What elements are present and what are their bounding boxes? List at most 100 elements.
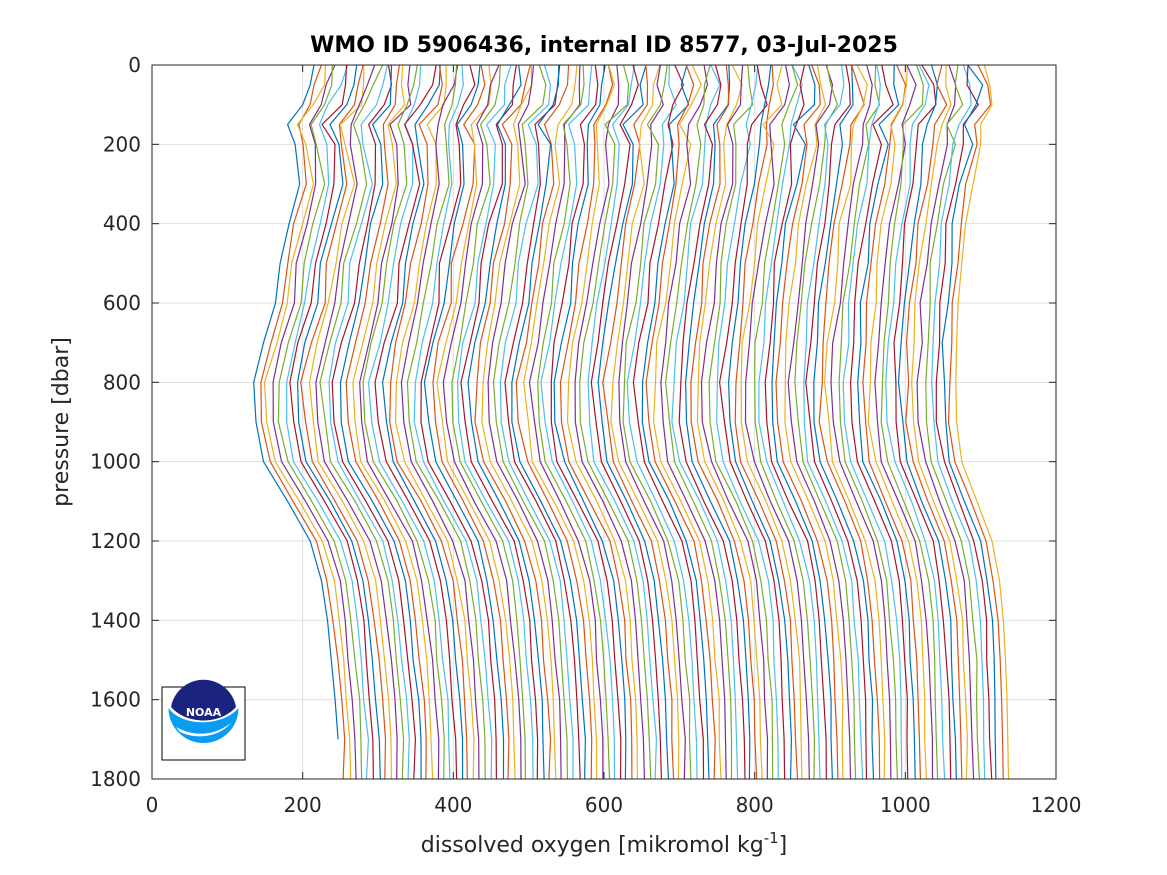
profile-line	[528, 64, 604, 780]
profile-line	[805, 64, 868, 780]
profile-line	[905, 64, 963, 780]
profile-line	[690, 64, 758, 780]
profile-line	[813, 64, 875, 780]
profile-line	[423, 64, 505, 779]
profile-line	[818, 64, 881, 780]
y-tick-label: 600	[103, 291, 141, 315]
profile-line	[499, 64, 574, 780]
y-tick-label: 1600	[90, 688, 141, 712]
y-tick-label: 1000	[90, 450, 141, 474]
profile-line	[460, 64, 539, 780]
profile-line	[587, 64, 658, 780]
chart-title: WMO ID 5906436, internal ID 8577, 03-Jul…	[310, 33, 898, 58]
profile-line	[345, 64, 427, 780]
profile-line	[315, 64, 398, 780]
profile-line	[916, 64, 975, 780]
profile-line	[660, 64, 727, 780]
y-tick-label: 400	[103, 212, 141, 236]
profile-line	[764, 64, 827, 780]
profile-line	[664, 64, 733, 779]
y-tick-label: 1200	[90, 529, 141, 553]
profile-line	[432, 64, 510, 780]
profile-line	[308, 64, 392, 780]
profile-line	[523, 64, 598, 780]
profile-line	[911, 64, 969, 780]
profile-line	[925, 64, 980, 780]
profile-line	[339, 64, 422, 780]
profile-line	[803, 64, 864, 780]
profile-line	[718, 64, 786, 780]
y-tick-label: 1800	[90, 767, 141, 791]
profile-line	[359, 64, 440, 780]
y-axis: 0 200 400 600 800 1000 1200 1400 1600 1800	[90, 53, 1056, 791]
profile-line	[467, 64, 545, 780]
x-tick-label: 600	[585, 793, 623, 817]
profile-line	[696, 64, 763, 780]
profile-line	[451, 64, 527, 780]
profile-line	[559, 64, 633, 780]
profile-line	[511, 64, 587, 780]
profile-line	[481, 64, 557, 780]
profile-line	[771, 64, 833, 780]
profile-line	[684, 64, 751, 780]
y-tick-label: 0	[128, 53, 141, 77]
x-tick-label: 800	[736, 793, 774, 817]
profile-line	[823, 64, 886, 780]
profile-line	[574, 64, 645, 780]
profile-line	[389, 64, 468, 780]
profile-line	[413, 64, 493, 780]
profile-line	[381, 64, 464, 780]
profile-line	[708, 64, 774, 780]
profile-line	[641, 64, 710, 780]
noaa-logo-gull	[176, 723, 231, 737]
x-axis: 0 200 400 600 800 1000 1200	[146, 65, 1081, 817]
profile-line	[830, 64, 892, 780]
noaa-logo-upper	[171, 679, 236, 721]
profile-line	[727, 64, 793, 780]
profile-line	[758, 64, 821, 780]
x-tick-label: 0	[146, 793, 159, 817]
profile-line	[885, 64, 946, 780]
profile-line	[652, 64, 722, 780]
profile-line	[272, 64, 357, 780]
profile-line	[253, 64, 339, 740]
profile-line	[540, 64, 616, 780]
profile-line	[550, 64, 622, 780]
profile-line	[626, 64, 698, 780]
profile-line	[867, 64, 928, 780]
profile-line	[406, 64, 486, 780]
profile-line	[286, 64, 370, 780]
profile-line	[566, 64, 639, 780]
profile-line	[436, 64, 516, 780]
profile-line	[700, 64, 769, 780]
profile-line	[394, 64, 475, 780]
plot-area	[253, 64, 1010, 780]
y-tick-label: 800	[103, 370, 141, 394]
profile-line	[787, 64, 852, 780]
profile-line	[579, 64, 652, 780]
profile-line	[842, 64, 903, 780]
profile-line	[857, 64, 916, 780]
profile-line	[504, 64, 581, 780]
noaa-logo-text: NOAA	[186, 706, 222, 719]
profile-line	[740, 64, 803, 780]
profile-line	[319, 64, 405, 780]
profile-line	[744, 64, 810, 780]
profile-line	[442, 64, 522, 780]
profile-line	[947, 64, 1004, 780]
profile-line	[775, 64, 839, 780]
x-tick-label: 1000	[880, 793, 931, 817]
profile-line	[328, 64, 410, 780]
profile-line	[671, 64, 739, 780]
profile-line	[374, 64, 458, 780]
profile-line	[400, 64, 480, 780]
profile-line	[263, 64, 352, 780]
profile-line	[362, 64, 445, 780]
profile-line	[474, 64, 552, 780]
x-tick-label: 200	[284, 793, 322, 817]
profile-line	[515, 64, 593, 780]
profile-line	[277, 64, 363, 780]
profile-line	[456, 64, 534, 780]
profile-line	[420, 64, 497, 780]
